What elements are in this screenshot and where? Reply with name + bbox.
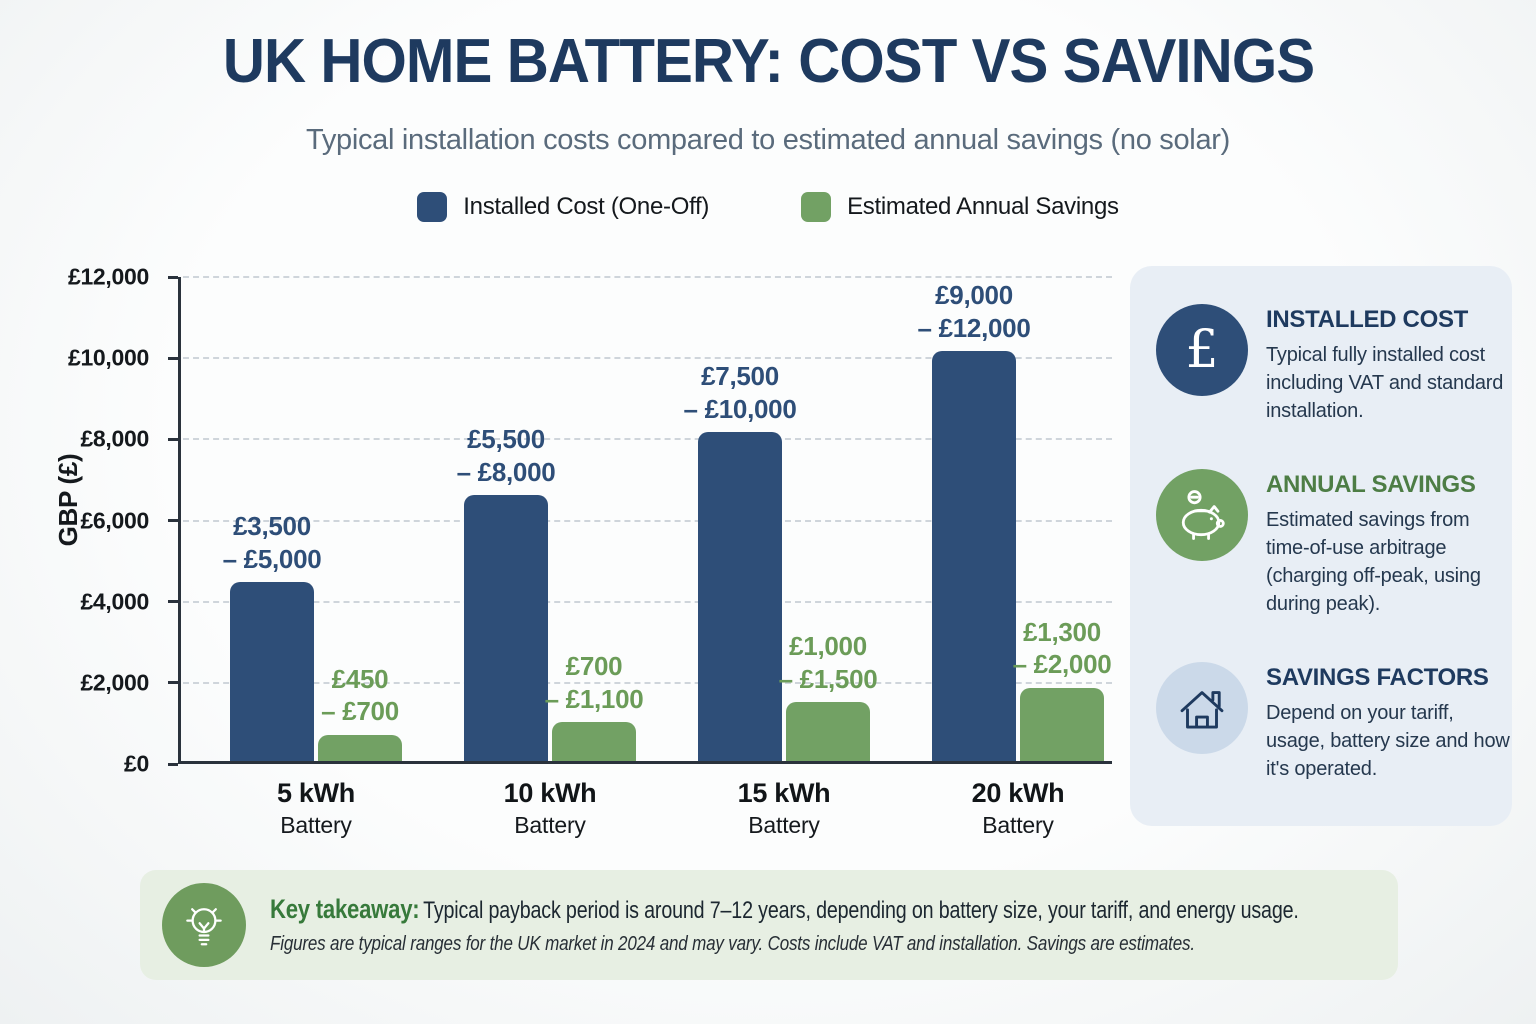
y-tick-label: £0 [124,750,149,777]
panel-item-body: Estimated savings from time-of-use arbit… [1266,509,1481,615]
x-category-label: 15 kWh [737,778,831,808]
bar-chart-plot-area: £3,500– £5,000 £450– £700 5 kWh Battery £5,5… [168,275,1112,838]
panel-item-title: INSTALLED COST [1266,306,1469,333]
y-axis-tick-labels: £0 £2,000 £4,000 £6,000 £8,000 £10,000 £12,000 [0,264,163,777]
gridline [183,276,1112,278]
y-axis-tick [168,275,178,279]
legend-swatch [801,192,832,222]
panel-item-annual-savings: ANNUAL SAVINGS Estimated savings from ti… [1156,469,1490,618]
x-category-sublabel: Battery [514,812,586,838]
cost-bar-5-kwh [230,582,314,761]
y-axis-tick [168,681,178,685]
piggy-bank-icon [1156,469,1248,561]
y-tick-label: £8,000 [80,425,149,452]
x-category-sublabel: Battery [982,812,1054,838]
cost-bar-15-kwh [698,432,782,761]
x-category-label: 5 kWh [276,778,355,808]
x-category-sublabel: Battery [748,812,820,838]
gridline [183,681,1112,684]
legend-label: Installed Cost (One-Off) [463,193,710,220]
y-tick-label: £12,000 [67,263,149,290]
panel-item-title: ANNUAL SAVINGS [1266,471,1476,498]
y-axis-tick [168,519,178,522]
lightbulb-icon [162,883,246,967]
cost-bar-10-kwh [464,495,548,761]
legend-item: Installed Cost (One-Off) [417,192,709,222]
y-axis-tick [168,437,178,441]
legend-item: Estimated Annual Savings [801,192,1119,222]
y-tick-label: £10,000 [67,344,149,371]
house-icon [1156,662,1248,754]
x-category-sublabel: Battery [280,812,352,838]
panel-item-installed-cost: £ INSTALLED COST Typical fully installed… [1156,304,1503,425]
key-takeaway-banner: Key takeaway: Typical payback period is … [140,870,1398,980]
legend-label: Estimated Annual Savings [847,193,1119,220]
takeaway-label: Key takeaway: [270,894,420,924]
savings-bar-15-kwh [786,702,870,761]
savings-range-label-5-kwh: £450– £700 [321,663,399,727]
gridline [183,519,1112,522]
savings-bar-20-kwh [1020,687,1104,761]
savings-range-label-10-kwh: £700– £1,100 [544,651,644,714]
cost-range-label-5-kwh: £3,500– £5,000 [222,511,322,574]
x-category-label: 20 kWh [971,778,1065,808]
panel-item-body: Typical fully installed cost including V… [1266,344,1504,422]
y-axis-tick [168,600,178,604]
x-category-label: 10 kWh [503,778,597,808]
chart-legend: Installed Cost (One-Off) Estimated Annual… [0,192,1536,222]
y-axis-tick [168,762,178,766]
page-subtitle: Typical installation costs compared to e… [306,124,1230,156]
cost-bar-20-kwh [932,351,1016,761]
pound-icon: £ [1156,304,1248,396]
savings-bar-5-kwh [318,734,402,761]
legend-swatch [417,192,448,222]
gridline [183,357,1112,360]
panel-item-title: SAVINGS FACTORS [1266,664,1489,691]
cost-range-label-10-kwh: £5,500– £8,000 [456,424,556,487]
cost-range-label-15-kwh: £7,500– £10,000 [683,361,797,424]
savings-range-label-15-kwh: £1,000– £1,500 [778,631,878,694]
gridline [183,600,1112,603]
y-tick-label: £2,000 [80,669,149,696]
takeaway-text: Typical payback period is around 7–12 ye… [423,897,1299,924]
panel-item-savings-factors: SAVINGS FACTORS Depend on your tariff, u… [1156,662,1510,783]
takeaway-footnote: Figures are typical ranges for the UK ma… [270,933,1195,955]
gridline [183,438,1112,441]
info-panel: £ INSTALLED COST Typical fully installed… [1130,266,1512,826]
page-title: UK HOME BATTERY: COST VS SAVINGS [222,27,1314,96]
y-axis-tick [168,356,178,360]
cost-range-label-20-kwh: £9,000– £12,000 [917,280,1031,343]
savings-range-label-20-kwh: £1,300– £2,000 [1012,616,1112,680]
y-tick-label: £6,000 [80,507,149,533]
panel-item-body: Depend on your tariff, usage, battery si… [1266,702,1510,780]
savings-bar-10-kwh [552,722,636,761]
y-tick-label: £4,000 [80,588,149,615]
